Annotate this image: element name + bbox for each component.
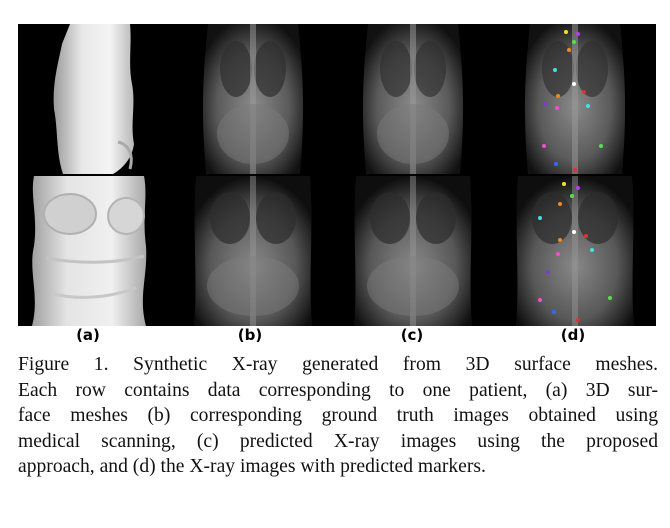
marker [582,90,586,94]
marker [572,40,576,44]
marker [562,182,566,186]
marker [556,94,560,98]
mesh-panel-row1 [18,24,168,174]
marker [558,238,562,242]
marker [553,68,557,72]
marker [599,144,603,148]
marker [567,48,571,52]
marker [584,234,588,238]
xray-groundtruth-row1 [178,24,328,174]
marker [538,298,542,302]
marker [554,162,558,166]
marker [608,296,612,300]
marker [564,30,568,34]
marker [586,104,590,108]
marker [543,102,547,106]
caption-line: face meshes (b) corresponding ground tru… [18,405,658,426]
xray-predicted-row2 [338,176,488,326]
caption-line: Figure 1. Synthetic X-ray generated from… [18,354,658,375]
marker [556,252,560,256]
marker [538,216,542,220]
marker [555,106,559,110]
panel-label-c: (c) [400,326,424,344]
caption-line: Each row contains data corresponding to … [18,379,658,401]
marker [558,202,562,206]
figure-image [18,24,656,326]
xray-markers-row2 [500,176,650,326]
marker [570,194,574,198]
marker [576,32,580,36]
panel-labels: (a) (b) (c) (d) [18,326,656,348]
panel-label-d: (d) [560,326,586,344]
mesh-panel-row2 [18,176,168,326]
panel-label-a: (a) [76,326,100,344]
panel-label-b: (b) [237,326,263,344]
xray-markers-row1 [500,24,650,174]
marker [572,82,576,86]
marker [576,318,580,322]
marker [573,168,577,172]
marker [576,186,580,190]
marker [542,144,546,148]
marker [572,230,576,234]
marker [546,270,550,274]
marker [552,310,556,314]
caption-line: approach, and (d) the X-ray images with … [18,456,486,477]
xray-groundtruth-row2 [178,176,328,326]
caption-line: medical scanning, (c) predicted X-ray im… [18,430,658,452]
figure-caption: Figure 1. Synthetic X-ray generated from… [18,352,658,480]
marker [590,248,594,252]
xray-predicted-row1 [338,24,488,174]
